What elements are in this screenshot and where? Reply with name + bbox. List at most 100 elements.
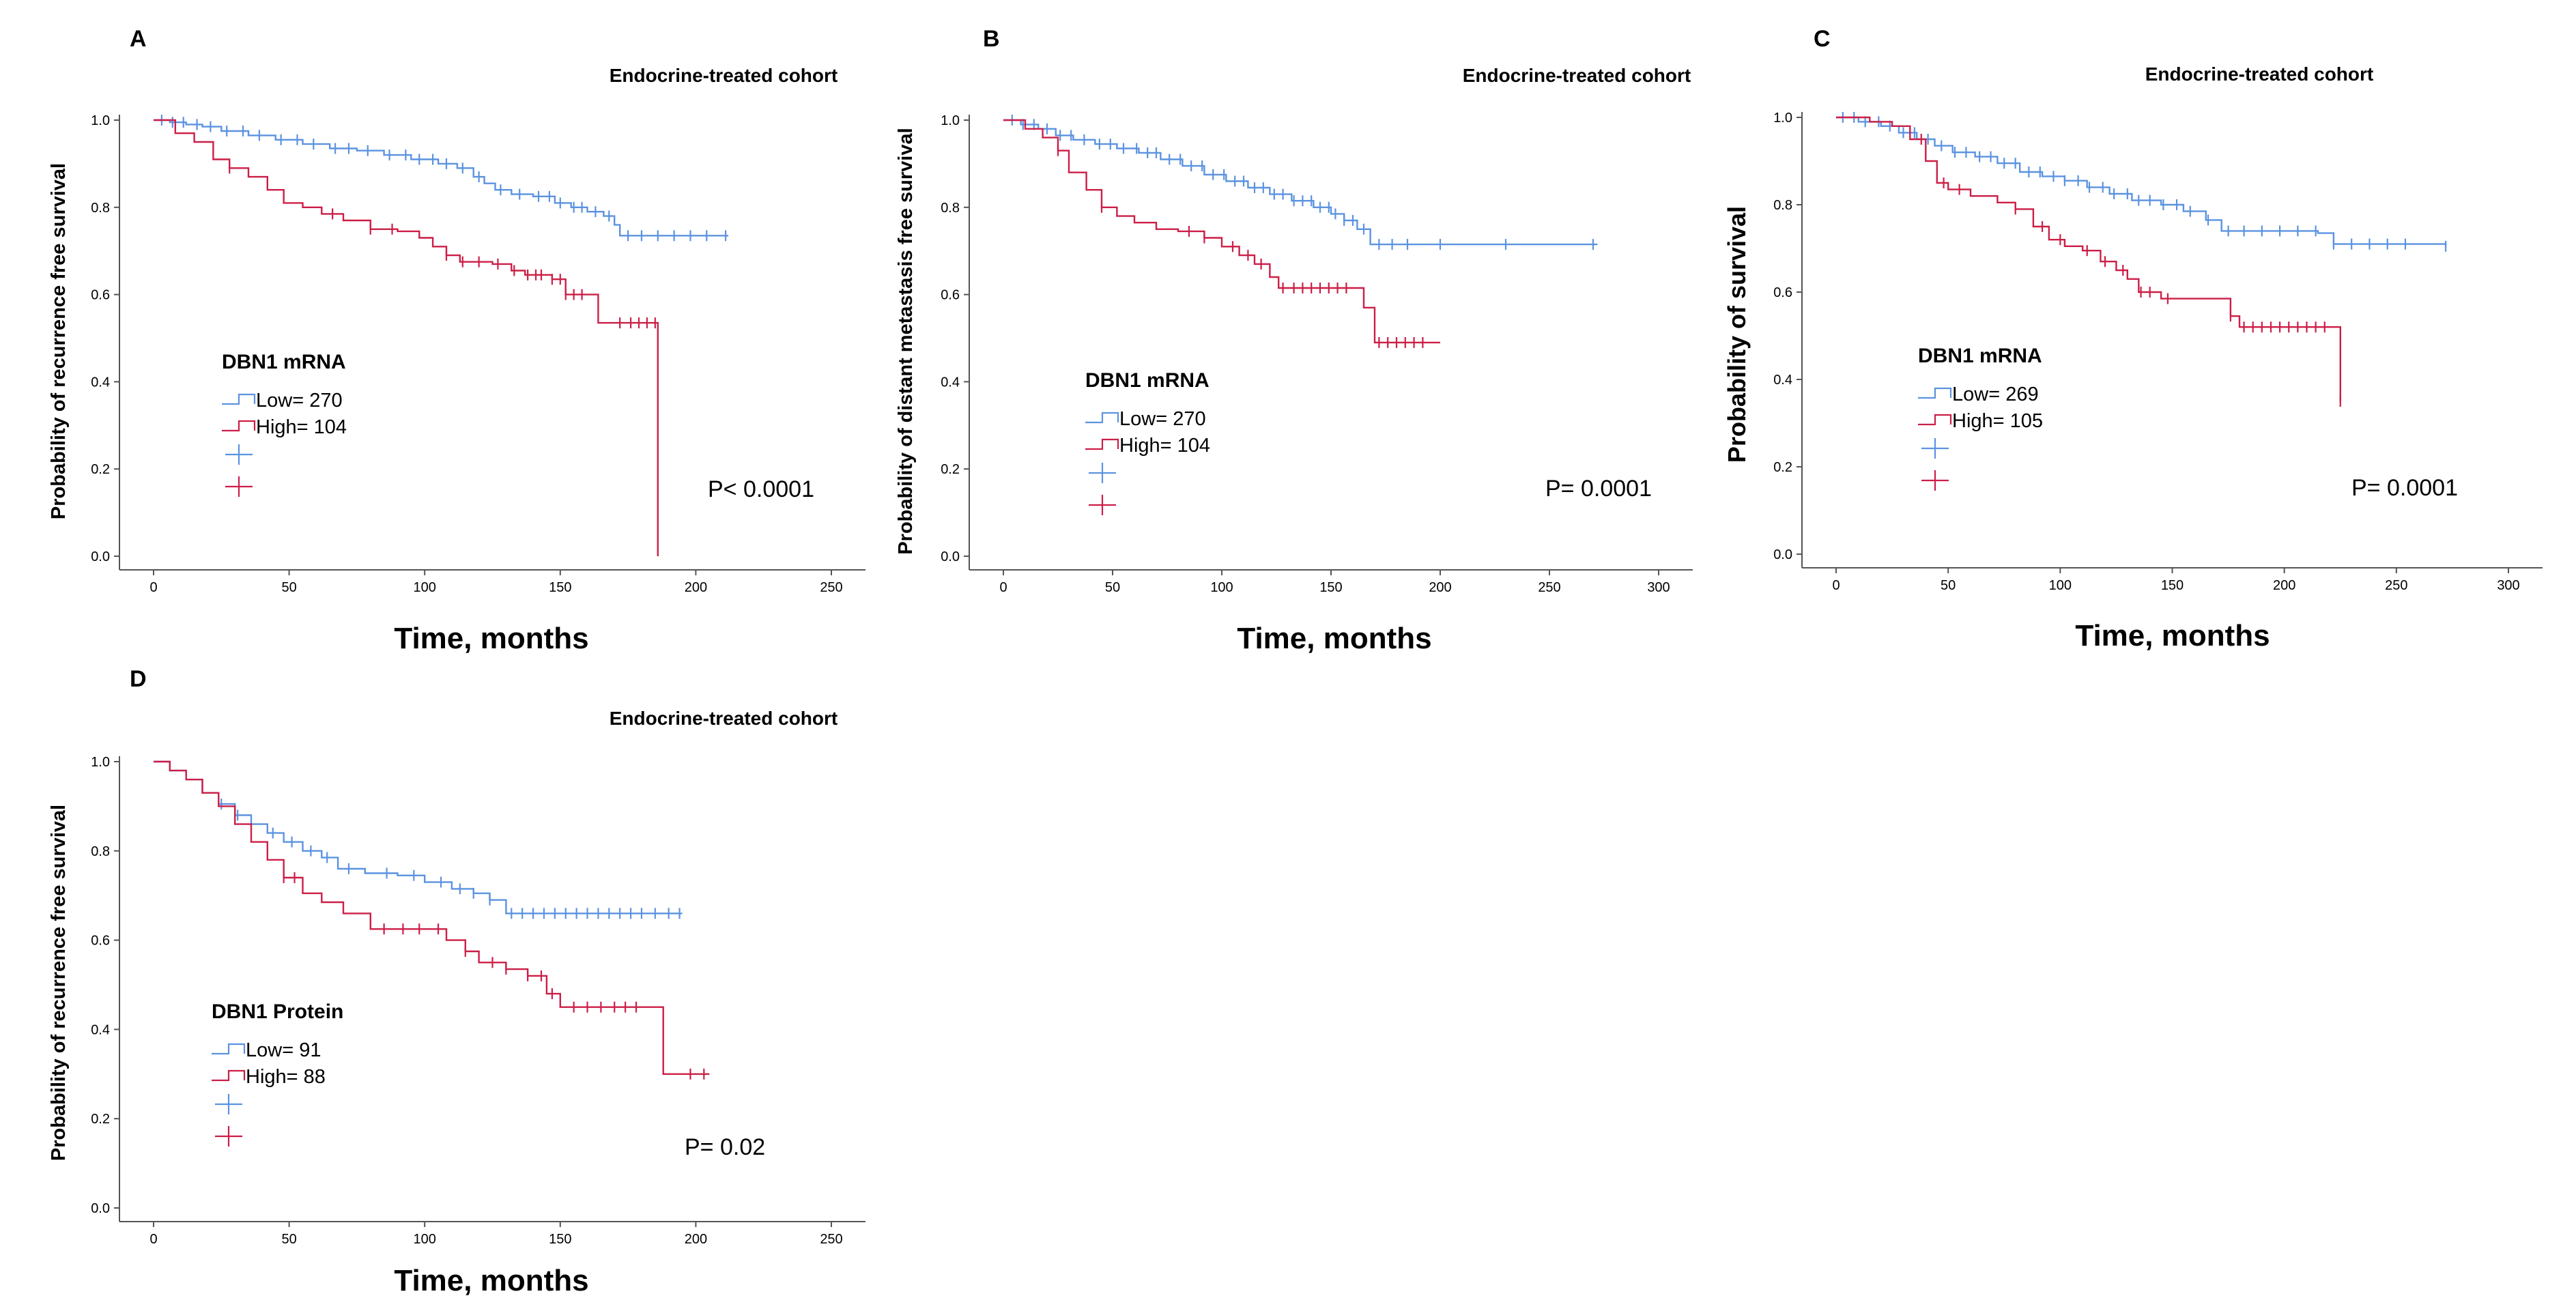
y-axis-label: Probability of recurrence free survival (48, 163, 70, 519)
y-tick-label: 0.8 (941, 201, 960, 216)
x-tick-label: 50 (281, 580, 296, 595)
y-tick-label: 0.0 (91, 549, 110, 564)
survival-curve-low (154, 119, 729, 237)
x-tick-label: 150 (549, 580, 571, 595)
y-tick-label: 0.0 (941, 549, 960, 564)
x-tick-label: 100 (1210, 580, 1233, 595)
y-tick-label: 0.0 (91, 1201, 110, 1216)
survival-curve-low (154, 760, 683, 914)
y-tick-label: 0.8 (91, 844, 110, 859)
x-tick-label: 100 (2049, 578, 2072, 593)
panel-letter: B (983, 26, 1000, 52)
legend-censor-high (225, 476, 253, 497)
legend-label-low: Low= 91 (246, 1039, 321, 1061)
chart-panel-d: D Endocrine-treated cohort 0 50 100 150 200 250… (48, 666, 865, 1297)
panel-letter: A (130, 26, 147, 52)
survival-curve-high (1003, 119, 1440, 344)
y-tick-label: 0.0 (1773, 547, 1792, 562)
y-tick-label: 0.4 (91, 1022, 110, 1037)
legend-title: DBN1 Protein (212, 1000, 343, 1023)
y-tick-label: 0.6 (941, 288, 960, 303)
x-tick-label: 0 (149, 1232, 157, 1247)
x-tick-label: 200 (2273, 578, 2295, 593)
legend-censor-low (215, 1094, 242, 1114)
y-tick-label: 0.2 (1773, 460, 1792, 475)
chart-panel-c: C Endocrine-treated cohort 0 50 100 150 200 250… (1723, 26, 2543, 652)
legend-swatch-high (212, 1069, 246, 1082)
legend-label-high: High= 104 (256, 416, 347, 438)
legend-swatch-low (212, 1043, 246, 1055)
y-tick-label: 0.6 (91, 934, 110, 949)
legend-swatch-high (1085, 438, 1119, 450)
y-tick-label: 1.0 (1773, 111, 1792, 126)
panel-letter: D (130, 666, 147, 692)
chart-panel-b: B Endocrine-treated cohort 0 50 100 150 200 250… (895, 26, 1693, 655)
legend-label-low: Low= 270 (1119, 408, 1206, 430)
p-value: P= 0.02 (685, 1134, 765, 1160)
y-tick-label: 0.2 (91, 1112, 110, 1127)
y-axis-label: Probability of survival (1723, 206, 1751, 463)
x-tick-label: 250 (820, 580, 842, 595)
x-tick-label: 100 (414, 580, 436, 595)
x-tick-label: 150 (549, 1232, 571, 1247)
chart-title: Endocrine-treated cohort (610, 708, 838, 729)
legend-swatch-low (1085, 412, 1119, 424)
x-tick-label: 0 (1832, 578, 1840, 593)
survival-curve-high (1836, 116, 2341, 401)
y-tick-label: 0.6 (1773, 285, 1792, 300)
y-tick-label: 0.4 (1773, 373, 1792, 388)
legend-swatch-high (222, 420, 256, 432)
x-tick-label: 0 (999, 580, 1007, 595)
x-tick-label: 300 (2497, 578, 2519, 593)
legend-censor-high (215, 1126, 242, 1147)
chart-panel-a: A Endocrine-treated cohort 0 50 100 150 200 250… (48, 26, 865, 655)
y-tick-label: 1.0 (941, 113, 960, 128)
y-axis-label: Probability of distant metastasis free s… (895, 128, 917, 554)
legend-label-high: High= 105 (1952, 410, 2043, 432)
survival-curve-low (1003, 119, 1598, 246)
y-tick-label: 0.4 (91, 375, 110, 390)
p-value: P= 0.0001 (1545, 476, 1652, 502)
chart-title: Endocrine-treated cohort (610, 65, 838, 86)
legend-censor-low (1089, 463, 1116, 483)
legend-title: DBN1 mRNA (222, 351, 346, 373)
x-tick-label: 50 (1105, 580, 1120, 595)
legend-label-high: High= 104 (1119, 435, 1210, 457)
legend-swatch-high (1918, 414, 1952, 426)
survival-curve-high (154, 119, 659, 556)
p-value: P= 0.0001 (2351, 475, 2458, 501)
y-axis-label: Probability of recurrence free survival (48, 805, 70, 1161)
y-tick-label: 0.4 (941, 375, 960, 390)
y-tick-label: 1.0 (91, 755, 110, 770)
x-axis-label: Time, months (394, 1264, 588, 1297)
x-tick-label: 100 (414, 1232, 436, 1247)
legend-censor-high (1089, 495, 1116, 515)
legend-label-low: Low= 269 (1952, 384, 2039, 405)
x-tick-label: 250 (2385, 578, 2407, 593)
x-axis-label: Time, months (2075, 619, 2270, 652)
legend-swatch-low (1918, 387, 1952, 399)
y-tick-label: 0.2 (941, 462, 960, 477)
legend-title: DBN1 mRNA (1085, 369, 1210, 392)
x-tick-label: 50 (281, 1232, 296, 1247)
legend-label-low: Low= 270 (256, 390, 343, 412)
x-tick-label: 150 (2161, 578, 2184, 593)
panel-letter: C (1814, 26, 1831, 52)
x-tick-label: 250 (820, 1232, 842, 1247)
legend-swatch-low (222, 393, 256, 405)
legend-censor-low (225, 444, 253, 465)
x-tick-label: 250 (1538, 580, 1560, 595)
x-tick-label: 50 (1941, 578, 1956, 593)
p-value: P< 0.0001 (708, 476, 814, 502)
x-tick-label: 300 (1647, 580, 1670, 595)
y-tick-label: 0.2 (91, 462, 110, 477)
chart-title: Endocrine-treated cohort (2145, 63, 2373, 85)
y-tick-label: 0.6 (91, 288, 110, 303)
y-tick-label: 0.8 (1773, 198, 1792, 213)
x-axis-label: Time, months (1237, 622, 1431, 655)
chart-title: Endocrine-treated cohort (1463, 65, 1691, 86)
y-tick-label: 1.0 (91, 113, 110, 128)
legend-censor-low (1921, 438, 1949, 459)
legend-label-high: High= 88 (246, 1066, 326, 1088)
